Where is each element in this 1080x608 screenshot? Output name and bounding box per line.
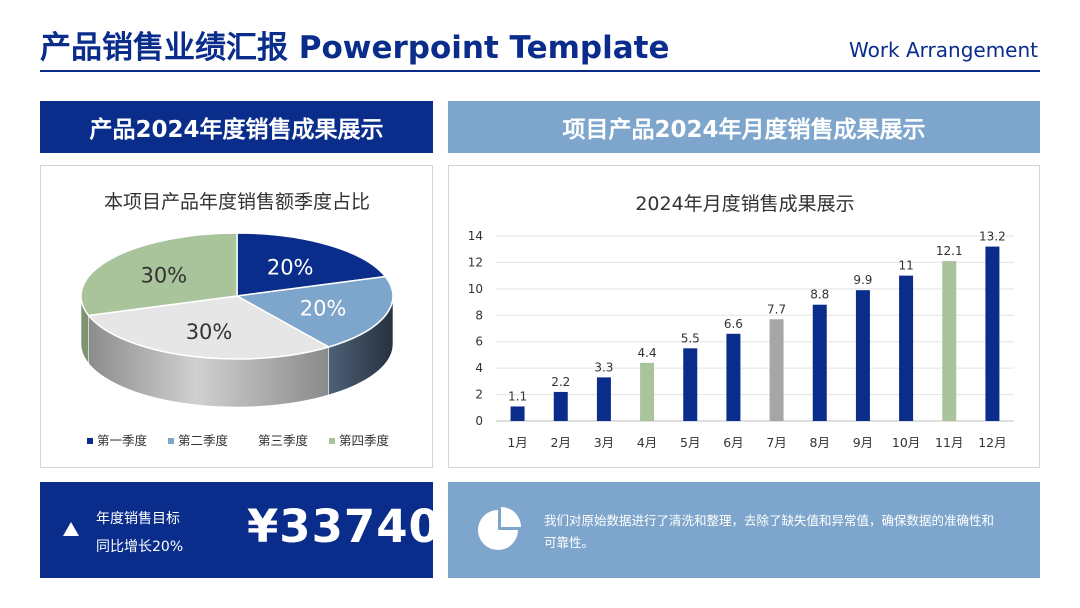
pie-chart-icon: [478, 507, 521, 550]
x-tick-label: 3月: [594, 435, 614, 450]
pie-label-4: 30%: [140, 264, 187, 288]
x-tick-label: 4月: [637, 435, 657, 450]
bar-chart-title: 2024年月度销售成果展示: [635, 193, 854, 215]
y-tick-label: 0: [475, 414, 483, 428]
bar-10: [899, 275, 914, 421]
bar-3: [596, 377, 611, 421]
x-tick-label: 9月: [853, 435, 873, 450]
page-subtitle: Work Arrangement: [848, 38, 1038, 62]
pie-label-3: 30%: [186, 320, 233, 344]
pie-slice-2: [234, 275, 394, 348]
bar-value-label: 11: [898, 259, 913, 273]
bar-11: [942, 261, 957, 421]
sales-target-label: 年度销售目标: [96, 511, 180, 527]
bar-9: [855, 290, 870, 421]
y-tick-label: 8: [475, 308, 483, 322]
bar-value-label: 6.6: [724, 317, 743, 331]
bar-7: [769, 319, 784, 421]
bar-value-label: 5.5: [681, 331, 700, 345]
legend-marker-2: [168, 438, 174, 444]
x-tick-label: 7月: [766, 435, 786, 450]
x-tick-label: 1月: [507, 435, 527, 450]
bar-value-label: 4.4: [638, 346, 657, 360]
x-tick-label: 5月: [680, 435, 700, 450]
x-tick-label: 8月: [810, 435, 830, 450]
growth-label: 同比增长20%: [96, 539, 184, 555]
bar-4: [640, 362, 655, 421]
pie-chart-panel: 本项目产品年度销售额季度占比 20% 20% 30% 30% 第一季度 第二季度 第三季度 第四…: [40, 165, 433, 468]
sales-target-card: 年度销售目标 同比增长20% ¥337400: [40, 482, 472, 578]
quarterly-pie-chart: 本项目产品年度销售额季度占比 20% 20% 30% 30% 第一季度 第二季度 第三季度 第四…: [80, 191, 394, 448]
page-title: 产品销售业绩汇报 Powerpoint Template: [40, 30, 670, 66]
data-note-card: 我们对原始数据进行了清洗和整理，去除了缺失值和异常值，确保数据的准确性和可靠性。: [448, 482, 1040, 578]
y-tick-label: 14: [468, 229, 483, 243]
bar-12: [985, 246, 1000, 421]
monthly-sales-banner: 项目产品2024年月度销售成果展示: [448, 101, 1040, 153]
sales-target-amount: ¥337400: [247, 500, 474, 553]
x-tick-label: 6月: [723, 435, 743, 450]
y-tick-label: 6: [475, 335, 483, 349]
pie-label-1: 20%: [267, 255, 314, 279]
pie-label-2: 20%: [300, 296, 347, 320]
bar-value-label: 12.1: [936, 244, 963, 258]
bar-value-label: 3.3: [594, 360, 613, 374]
bar-value-label: 2.2: [551, 375, 570, 389]
pie-chart-title: 本项目产品年度销售额季度占比: [104, 191, 370, 213]
bar-2: [553, 391, 568, 421]
triangle-up-icon: [63, 522, 79, 536]
bar-8: [812, 304, 827, 421]
y-tick-label: 4: [475, 361, 483, 375]
bar-value-label: 1.1: [508, 389, 527, 403]
bar-5: [683, 348, 698, 421]
bar-value-label: 8.8: [810, 288, 829, 302]
y-tick-label: 12: [468, 255, 483, 269]
annual-sales-banner: 产品2024年度销售成果展示: [40, 101, 433, 153]
x-tick-label: 10月: [892, 435, 920, 450]
y-tick-label: 2: [475, 388, 483, 402]
bar-value-label: 13.2: [979, 230, 1006, 244]
legend-label-3: 第三季度: [258, 433, 309, 448]
x-tick-label: 12月: [978, 435, 1006, 450]
x-tick-label: 2月: [551, 435, 571, 450]
bar-value-label: 9.9: [853, 273, 872, 287]
legend-label-4: 第四季度: [339, 433, 390, 448]
x-tick-label: 11月: [935, 435, 963, 450]
legend-label-2: 第二季度: [178, 433, 229, 448]
legend-marker-1: [87, 438, 93, 444]
pie-slice-1: [236, 232, 387, 297]
legend-label-1: 第一季度: [97, 433, 148, 448]
bar-chart-panel: 2024年月度销售成果展示 0 2 4 6 8 10 12 14 1.1 1月 2.2 2月 3.3 3月 4…: [448, 165, 1040, 468]
monthly-bar-chart: 2024年月度销售成果展示 0 2 4 6 8 10 12 14 1.1 1月 2.2 2月 3.3 3月 4…: [468, 193, 1014, 450]
pie-slice-3: [87, 295, 331, 360]
bar-6: [726, 333, 741, 421]
legend-marker-4: [329, 438, 335, 444]
bar-1: [510, 406, 525, 421]
header-divider: [40, 70, 1040, 72]
data-note-text: 我们对原始数据进行了清洗和整理，去除了缺失值和异常值，确保数据的准确性和可靠性。: [544, 513, 995, 550]
pie-slice-4: [80, 232, 238, 317]
y-tick-label: 10: [468, 282, 483, 296]
bar-value-label: 7.7: [767, 302, 786, 316]
